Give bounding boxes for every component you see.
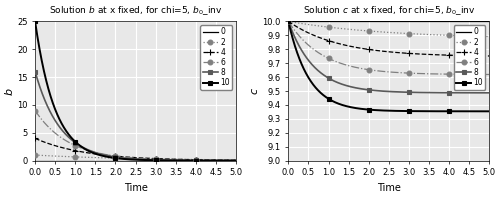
Y-axis label: b: b (4, 87, 14, 95)
X-axis label: Time: Time (377, 183, 400, 193)
Legend: 0, 2, 4, 6, 8, 10: 0, 2, 4, 6, 8, 10 (200, 25, 232, 89)
Title: Solution $c$ at x fixed, for chi=5, $b_0$_inv: Solution $c$ at x fixed, for chi=5, $b_0… (302, 4, 475, 17)
Title: Solution $b$ at x fixed, for chi=5, $b_0$_inv: Solution $b$ at x fixed, for chi=5, $b_0… (49, 4, 222, 17)
X-axis label: Time: Time (124, 183, 148, 193)
Legend: 0, 2, 4, 6, 8, 10: 0, 2, 4, 6, 8, 10 (454, 25, 486, 89)
Y-axis label: c: c (250, 88, 260, 94)
